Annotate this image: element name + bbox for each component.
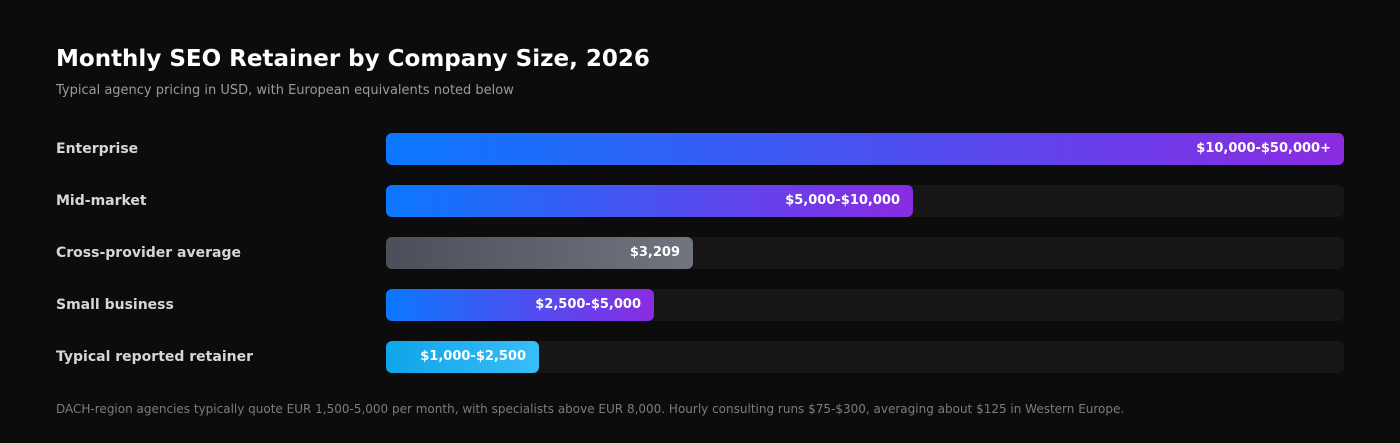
bar: $10,000-$50,000+ bbox=[386, 133, 1344, 165]
bar-track: $3,209 bbox=[386, 237, 1344, 269]
category-label: Enterprise bbox=[56, 141, 139, 157]
chart-title: Monthly SEO Retainer by Company Size, 20… bbox=[56, 46, 650, 72]
category-label: Cross-provider average bbox=[56, 245, 241, 261]
bar-value-label: $3,209 bbox=[629, 245, 680, 260]
footnote: DACH-region agencies typically quote EUR… bbox=[56, 402, 1125, 416]
category-label: Mid-market bbox=[56, 193, 147, 209]
bar-value-label: $10,000-$50,000+ bbox=[1196, 141, 1331, 156]
category-label: Small business bbox=[56, 297, 174, 313]
bar: $5,000-$10,000 bbox=[386, 185, 913, 217]
bar-track: $2,500-$5,000 bbox=[386, 289, 1344, 321]
bar: $1,000-$2,500 bbox=[386, 341, 539, 373]
bar-value-label: $5,000-$10,000 bbox=[785, 193, 900, 208]
bar-value-label: $2,500-$5,000 bbox=[535, 297, 641, 312]
bar-track: $5,000-$10,000 bbox=[386, 185, 1344, 217]
bar: $3,209 bbox=[386, 237, 693, 269]
bar: $2,500-$5,000 bbox=[386, 289, 654, 321]
bar-value-label: $1,000-$2,500 bbox=[420, 349, 526, 364]
category-label: Typical reported retainer bbox=[56, 349, 253, 365]
chart-subtitle: Typical agency pricing in USD, with Euro… bbox=[56, 83, 514, 98]
bar-track: $10,000-$50,000+ bbox=[386, 133, 1344, 165]
bar-track: $1,000-$2,500 bbox=[386, 341, 1344, 373]
